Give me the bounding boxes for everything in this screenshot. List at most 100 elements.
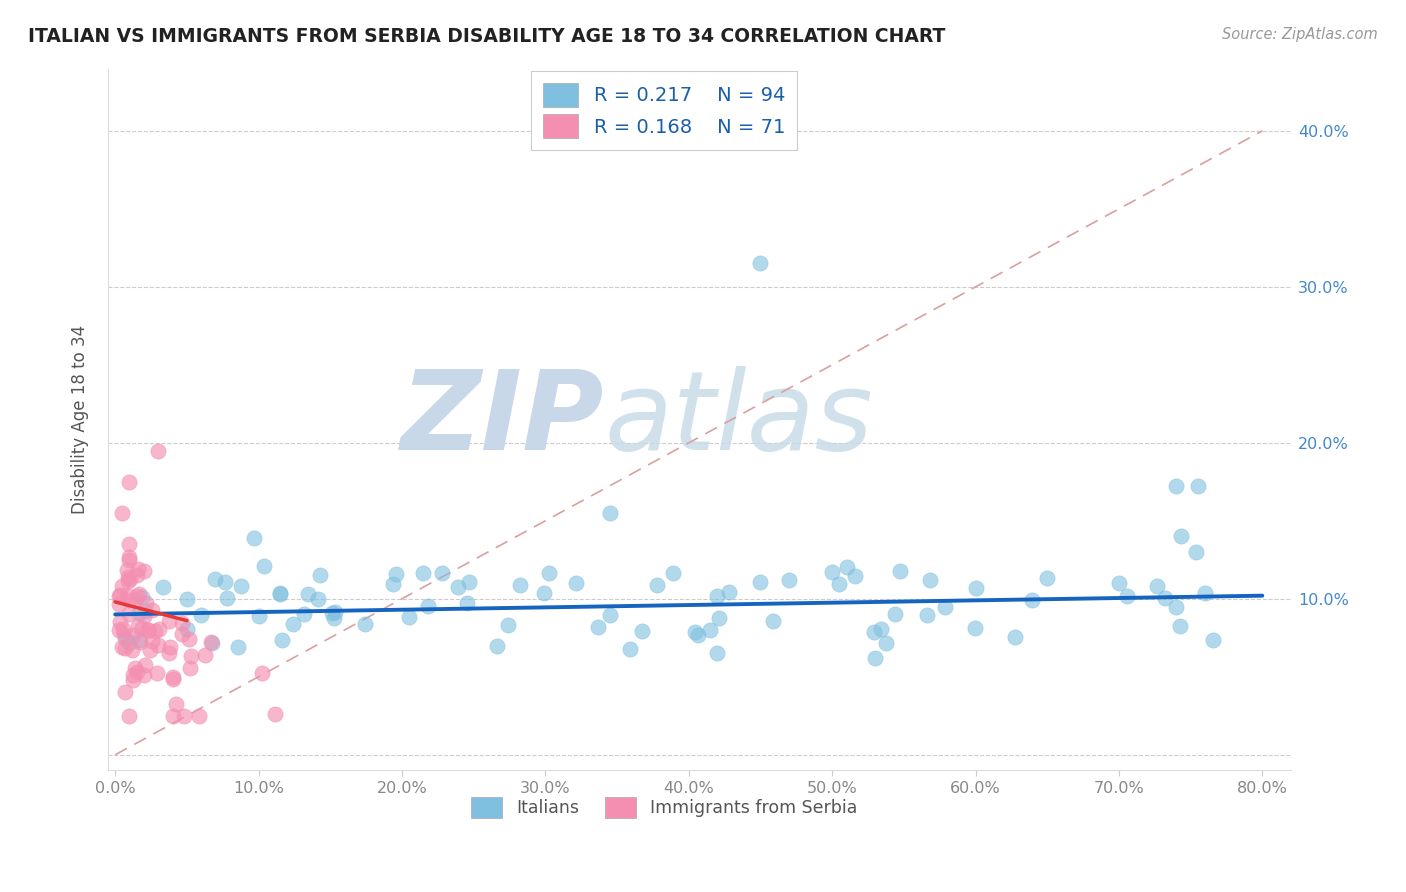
Point [157,614,180,628]
Point [430,566,453,580]
Text: ITALIAN VS IMMIGRANTS FROM SERBIA DISABILITY AGE 18 TO 34 CORRELATION CHART: ITALIAN VS IMMIGRANTS FROM SERBIA DISABI… [28,27,945,45]
Point [165,697,187,711]
Point [131,590,153,604]
Point [201,636,224,650]
Point [599,506,621,520]
Point [418,599,440,613]
Point [159,640,181,655]
Point [1194,585,1216,599]
Point [120,572,142,586]
Point [446,580,468,594]
Point [115,563,138,577]
Point [706,646,728,660]
Point [121,627,143,641]
Point [915,607,938,622]
Point [131,621,153,635]
Legend: Italians, Immigrants from Serbia: Italians, Immigrants from Serbia [464,789,865,825]
Point [190,607,212,622]
Point [118,537,141,551]
Point [127,665,149,679]
Point [114,632,136,646]
Point [889,564,911,578]
Point [204,573,226,587]
Point [1154,591,1177,605]
Point [124,592,146,607]
Point [143,624,166,639]
Point [118,553,141,567]
Point [122,673,145,687]
Point [129,634,152,648]
Point [297,587,319,601]
Point [215,591,238,606]
Point [176,591,198,606]
Point [117,574,139,588]
Point [107,623,129,637]
Point [132,564,155,578]
Point [117,588,139,602]
Point [118,549,141,564]
Point [662,566,685,580]
Point [125,589,148,603]
Point [162,672,184,686]
Point [1004,630,1026,644]
Point [965,581,987,595]
Point [619,641,641,656]
Point [146,665,169,680]
Point [136,623,159,637]
Point [118,708,141,723]
Point [1185,545,1208,559]
Point [385,567,408,582]
Point [132,609,155,624]
Point [323,605,346,619]
Point [146,638,169,652]
Point [141,633,163,648]
Point [127,562,149,576]
Point [706,589,728,603]
Point [458,574,481,589]
Point [412,566,434,581]
Point [188,708,211,723]
Point [162,708,184,723]
Point [107,589,129,603]
Point [136,623,159,637]
Point [114,685,136,699]
Point [229,579,252,593]
Point [1202,633,1225,648]
Point [538,566,561,581]
Point [112,623,135,637]
Point [111,640,134,655]
Point [699,624,721,638]
Point [835,560,858,574]
Point [127,619,149,633]
Point [108,588,131,602]
Point [111,578,134,592]
Point [148,622,170,636]
Point [456,596,478,610]
Point [1116,589,1139,603]
Point [114,641,136,656]
Point [112,627,135,641]
Point [709,610,731,624]
Point [631,624,654,638]
Point [247,609,270,624]
Point [118,593,141,607]
Point [253,558,276,573]
Point [179,661,201,675]
Point [920,573,942,587]
Point [269,587,291,601]
Point [176,622,198,636]
Point [128,632,150,647]
Point [200,635,222,649]
Point [180,648,202,663]
Point [124,661,146,675]
Point [1168,619,1191,633]
Point [586,619,609,633]
Point [139,643,162,657]
Point [117,570,139,584]
Point [307,592,329,607]
Point [323,611,346,625]
Y-axis label: Disability Age 18 to 34: Disability Age 18 to 34 [72,325,89,514]
Point [875,636,897,650]
Point [1146,579,1168,593]
Point [135,596,157,610]
